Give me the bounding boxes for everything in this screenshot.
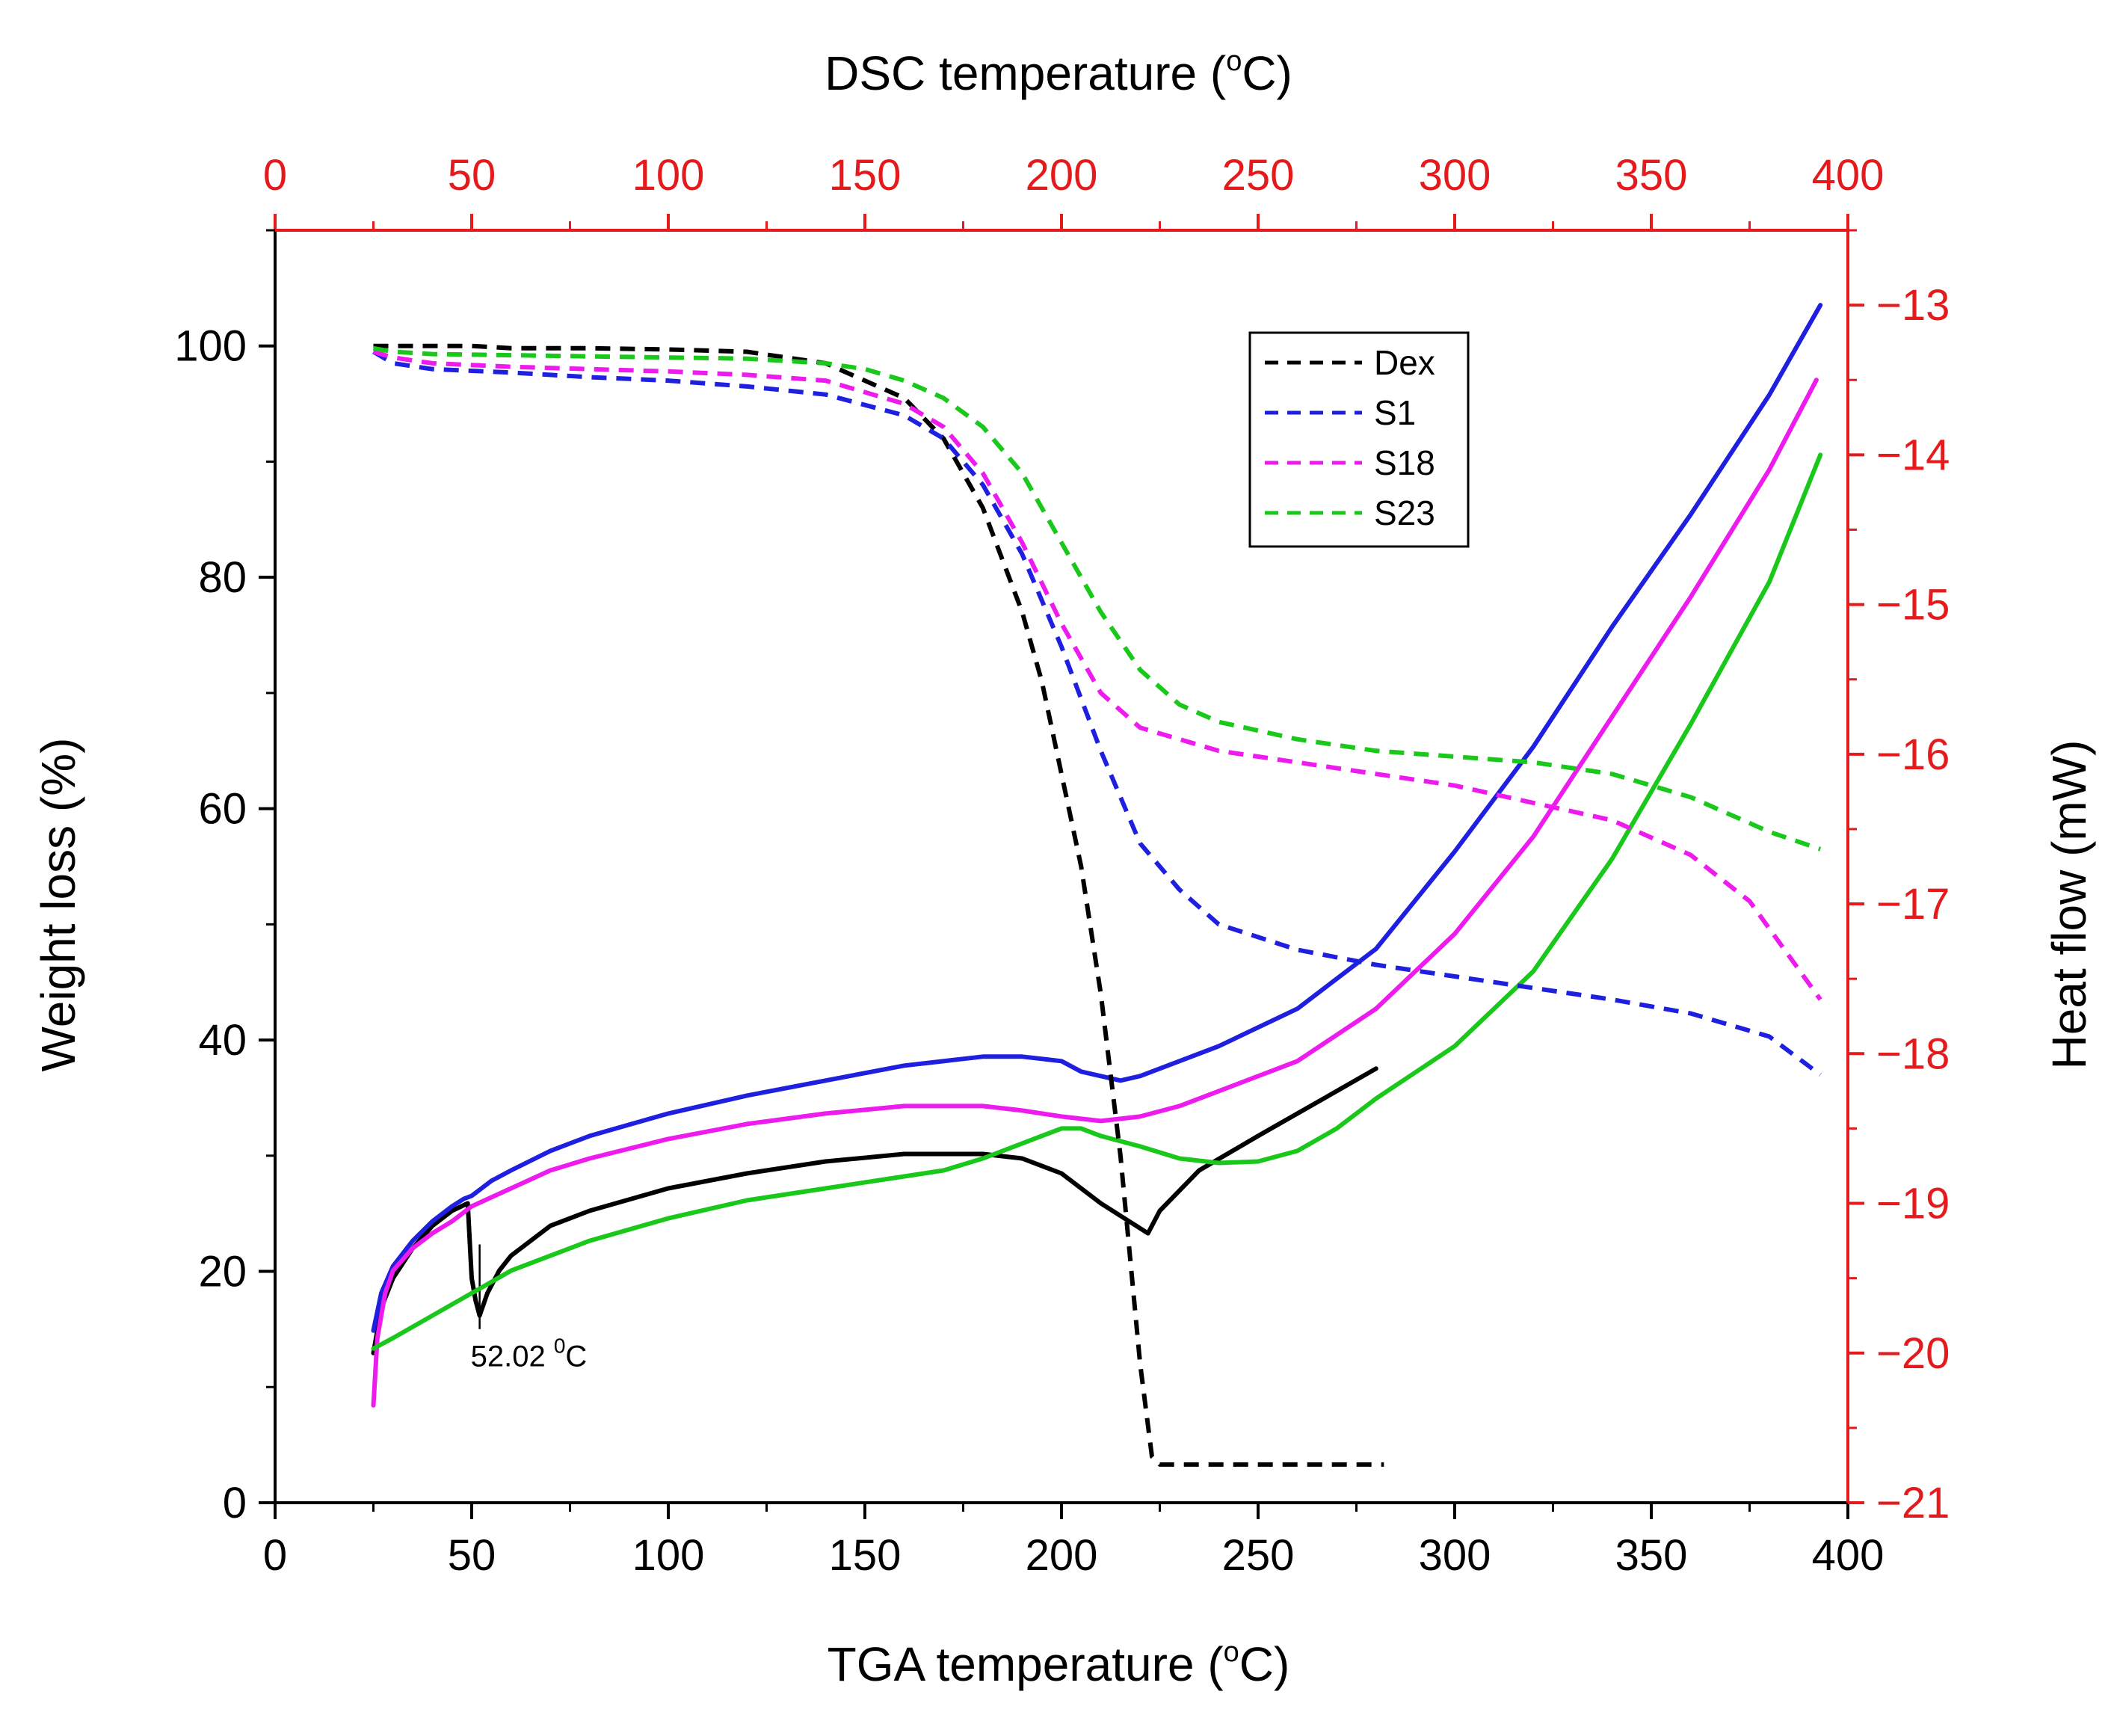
- tga-line-dex: [373, 343, 1384, 1467]
- top-tick-label: 300: [1419, 151, 1491, 200]
- left-tick-label: 20: [198, 1248, 247, 1296]
- top-tick-label: 350: [1615, 151, 1688, 200]
- right-tick-label: −19: [1876, 1180, 1950, 1228]
- left-tick-label: 100: [174, 322, 247, 371]
- tga-line-s1: [372, 349, 1822, 1077]
- annotation-label: 52.02 0C: [471, 1335, 588, 1373]
- legend-frame: [1248, 331, 1470, 548]
- top-tick-label: 100: [632, 151, 705, 200]
- left-tick-label: 0: [223, 1479, 247, 1527]
- right-tick-label: −15: [1876, 581, 1950, 630]
- dsc-line-s1: [371, 303, 1823, 1333]
- top-axis-title-suffix: C): [1242, 46, 1292, 100]
- bottom-tick-label: 50: [448, 1531, 496, 1580]
- right-tick-label: −17: [1876, 880, 1950, 929]
- dsc-line-s18: [371, 378, 1819, 1408]
- bottom-tick-label: 250: [1222, 1531, 1295, 1580]
- right-tick-label: −21: [1876, 1479, 1950, 1527]
- top-tick-label: 150: [829, 151, 902, 200]
- bottom-axis-title-suffix: C): [1239, 1637, 1290, 1691]
- left-tick-label: 80: [198, 553, 247, 602]
- right-tick-label: −13: [1876, 281, 1950, 330]
- top-tick-label: 200: [1026, 151, 1098, 200]
- bottom-tick-label: 350: [1615, 1531, 1688, 1580]
- legend: Dex S1 S18 S23: [1248, 331, 1470, 548]
- top-tick-label: 400: [1812, 151, 1885, 200]
- bottom-tick-label: 150: [829, 1531, 902, 1580]
- top-tick-label: 0: [263, 151, 287, 200]
- bottom-tick-label: 400: [1812, 1531, 1885, 1580]
- left-tick-label: 40: [198, 1016, 247, 1065]
- bottom-tick-label: 100: [632, 1531, 705, 1580]
- left-axis-title: Weight loss (%): [31, 738, 85, 1072]
- bottom-tick-label: 0: [263, 1531, 287, 1580]
- right-tick-label: −16: [1876, 730, 1950, 779]
- right-tick-label: −18: [1876, 1029, 1950, 1078]
- dsc-line-s23: [371, 452, 1823, 1351]
- bottom-tick-label: 200: [1026, 1531, 1098, 1580]
- annotation-sup: 0: [554, 1335, 566, 1358]
- right-axis-title: Heat flow (mW): [2042, 740, 2096, 1070]
- left-tick-label: 60: [198, 785, 247, 834]
- right-tick-label: −14: [1876, 431, 1950, 479]
- tga-line-s23: [372, 345, 1822, 852]
- legend-label-dex: Dex: [1374, 343, 1435, 382]
- legend-label-s1: S1: [1374, 393, 1416, 432]
- tga-line-s18: [372, 349, 1822, 1001]
- top-tick-label: 50: [448, 151, 496, 200]
- annotation-suffix: C: [565, 1341, 587, 1373]
- bottom-tick-label: 300: [1419, 1531, 1491, 1580]
- top-tick-label: 250: [1222, 151, 1295, 200]
- bottom-axis-title: TGA temperature (oC): [828, 1637, 1290, 1691]
- legend-label-s18: S18: [1374, 443, 1435, 482]
- annotation-prefix: 52.02: [471, 1341, 554, 1373]
- right-tick-label: −20: [1876, 1329, 1950, 1378]
- top-axis-title: DSC temperature (oC): [825, 46, 1292, 100]
- dsc-line-dex: [371, 1066, 1378, 1355]
- top-axis-title-sup: o: [1226, 46, 1242, 77]
- top-axis-title-prefix: DSC temperature (: [825, 46, 1226, 100]
- legend-label-s23: S23: [1374, 493, 1435, 532]
- bottom-axis-title-sup: o: [1224, 1637, 1239, 1668]
- bottom-axis-title-prefix: TGA temperature (: [828, 1637, 1224, 1691]
